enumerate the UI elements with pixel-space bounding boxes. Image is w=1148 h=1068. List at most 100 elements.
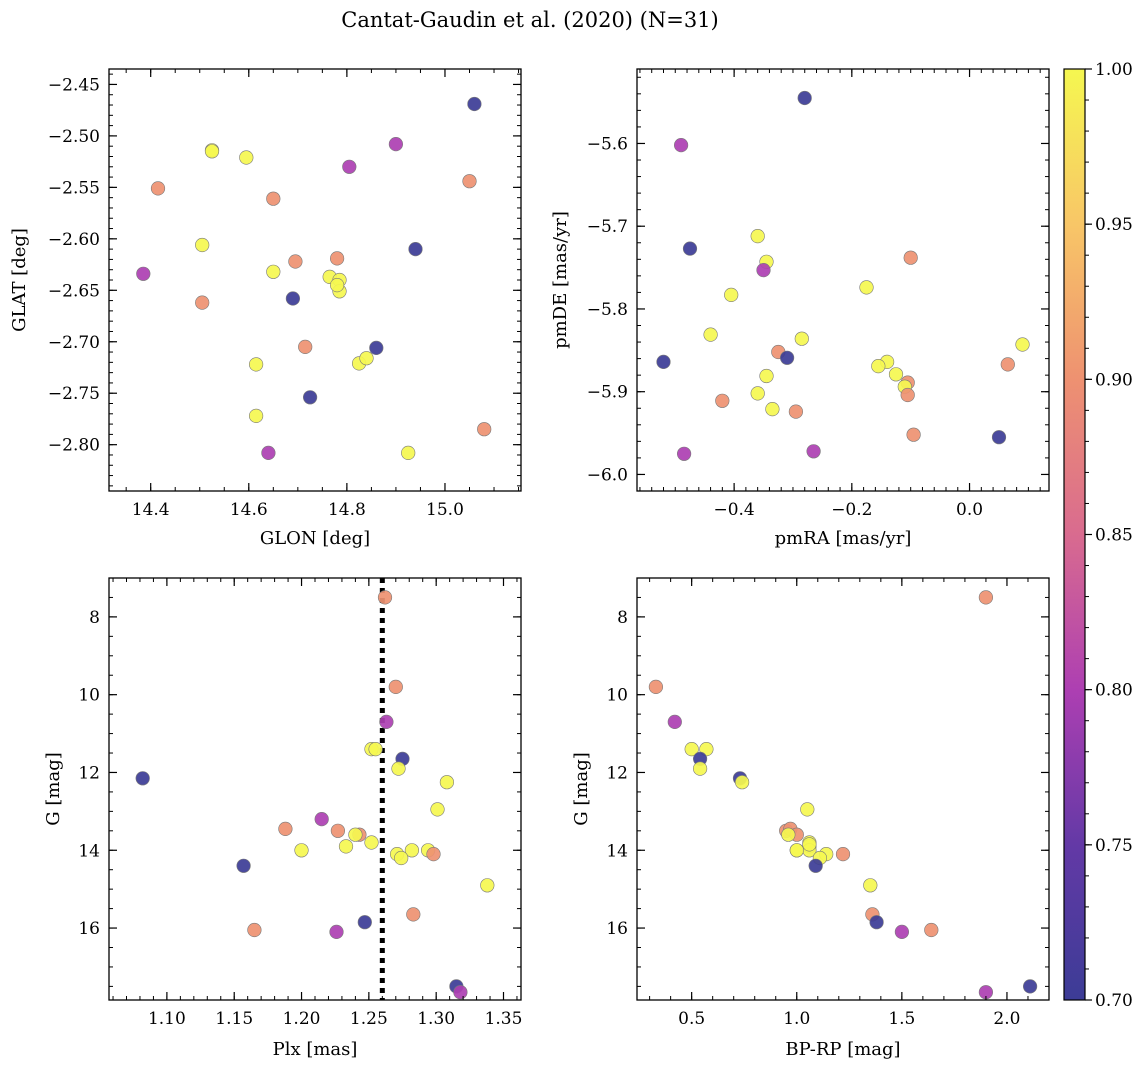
scatter-point: [426, 846, 441, 862]
scatter-point: [779, 350, 795, 365]
y-tick-label: −2.45: [48, 75, 100, 95]
y-tick-label: −2.55: [48, 178, 100, 198]
scatter-point: [391, 761, 406, 776]
x-tick-label: 1.30: [417, 1009, 455, 1029]
colorbar-gradient: [1063, 68, 1086, 1001]
panel-bprp-g-frame: [636, 577, 1050, 1001]
scatter-point: [150, 181, 166, 196]
x-tick-label: 1.25: [350, 1009, 388, 1029]
figure-title: Cantat-Gaudin et al. (2020) (N=31): [341, 8, 719, 32]
panel-plx-g-plot: [135, 578, 495, 1000]
x-tick-label: 1.20: [283, 1009, 321, 1029]
scatter-point: [368, 741, 383, 757]
scatter-point: [978, 590, 994, 605]
x-tick-label: 0.0: [956, 500, 983, 520]
colorbar-tick-label: 0.95: [1095, 215, 1133, 235]
y-tick-label: 16: [78, 919, 100, 939]
scatter-point: [859, 280, 874, 295]
y-tick-label: −2.50: [48, 127, 100, 147]
y-tick-label: −5.6: [587, 134, 628, 154]
scatter-point: [236, 858, 251, 873]
scatter-point: [288, 254, 303, 269]
x-tick-label: 1.10: [148, 1009, 186, 1029]
scatter-point: [330, 251, 345, 266]
scatter-point: [1022, 979, 1038, 994]
y-tick-label: −2.65: [48, 281, 100, 301]
scatter-point: [788, 404, 804, 419]
scatter-point: [703, 327, 718, 342]
scatter-point: [900, 387, 915, 403]
scatter-point: [682, 241, 698, 256]
x-tick-label: 1.5: [888, 1009, 915, 1029]
scatter-point: [467, 96, 482, 112]
scatter-point: [401, 445, 416, 461]
scatter-point: [136, 266, 151, 281]
y-tick-label: −2.75: [48, 384, 100, 404]
scatter-point: [1000, 357, 1015, 372]
scatter-point: [329, 924, 344, 940]
scatter-point: [800, 802, 815, 817]
scatter-point: [298, 339, 313, 355]
panel-pmra-pmde-plot: [656, 90, 1030, 461]
scatter-point: [294, 843, 309, 858]
scatter-point: [724, 287, 739, 303]
scatter-point: [480, 878, 495, 893]
y-tick-label: 12: [78, 763, 100, 783]
scatter-point: [453, 985, 468, 1000]
y-tick-label: 16: [606, 919, 628, 939]
scatter-point: [379, 714, 394, 730]
x-tick-label: 1.0: [783, 1009, 810, 1029]
x-tick-label: 14.8: [328, 500, 366, 520]
scatter-point: [806, 444, 821, 459]
colorbar-tick-label: 0.90: [1095, 370, 1133, 390]
scatter-point: [894, 924, 910, 940]
panel-plx-g-ylabel: G [mag]: [43, 752, 64, 825]
scatter-point: [750, 386, 765, 401]
y-tick-label: −2.80: [48, 436, 100, 456]
scatter-point: [835, 846, 851, 862]
panel-plx-g: 1.10 1.15 1.20 1.25 1.30 1.35 8 10 12 14 16 Plx [m…: [43, 577, 522, 1060]
scatter-point: [439, 775, 455, 790]
x-tick-label: 14.6: [230, 500, 268, 520]
panel-glon-glat-frame: [108, 68, 522, 492]
scatter-point: [314, 811, 329, 827]
scatter-point: [204, 144, 220, 159]
scatter-point: [357, 915, 372, 930]
y-tick-label: 10: [78, 686, 100, 706]
scatter-point: [266, 264, 281, 279]
scatter-point: [404, 843, 420, 858]
scatter-point: [871, 359, 886, 374]
panel-plx-g-frame: [108, 577, 522, 1001]
scatter-point: [715, 393, 730, 408]
scatter-point: [863, 878, 878, 893]
y-tick-label: −2.70: [48, 333, 100, 353]
scatter-point: [797, 90, 812, 106]
panel-pmra-pmde-xlabel: pmRA [mas/yr]: [775, 528, 912, 549]
scatter-point: [759, 368, 774, 384]
scatter-point: [303, 390, 318, 405]
x-tick-label: −0.4: [713, 500, 754, 520]
x-tick-label: 1.15: [215, 1009, 253, 1029]
scatter-point: [648, 679, 664, 695]
scatter-point: [888, 367, 904, 382]
panel-bprp-g: 0.5 1.0 1.5 2.0 8 10 12 14 16 BP-RP [mag] G [mag…: [571, 577, 1050, 1060]
scatter-point: [338, 839, 354, 854]
scatter-point: [195, 295, 210, 310]
panel-bprp-g-plot: [648, 590, 1038, 1000]
y-tick-label: 10: [606, 686, 628, 706]
panel-glon-glat-plot: [136, 96, 492, 461]
scatter-point: [249, 357, 264, 372]
scatter-point: [430, 802, 445, 817]
scatter-point: [789, 843, 804, 858]
colorbar-tick-label: 0.80: [1095, 681, 1133, 701]
panel-pmra-pmde: −0.4 −0.2 0.0 −6.0 −5.9 −5.8 −5.7 −5.6 pmRA [ma…: [550, 68, 1050, 549]
panel-glon-glat-xlabel: GLON [deg]: [260, 528, 370, 549]
scatter-point: [135, 771, 150, 786]
panel-pmra-pmde-frame: [636, 68, 1050, 492]
panel-plx-g-xlabel: Plx [mas]: [273, 1039, 358, 1060]
scatter-point: [408, 242, 423, 257]
scatter-point: [285, 291, 301, 306]
scatter-point: [750, 229, 765, 244]
scatter-point: [330, 278, 345, 293]
